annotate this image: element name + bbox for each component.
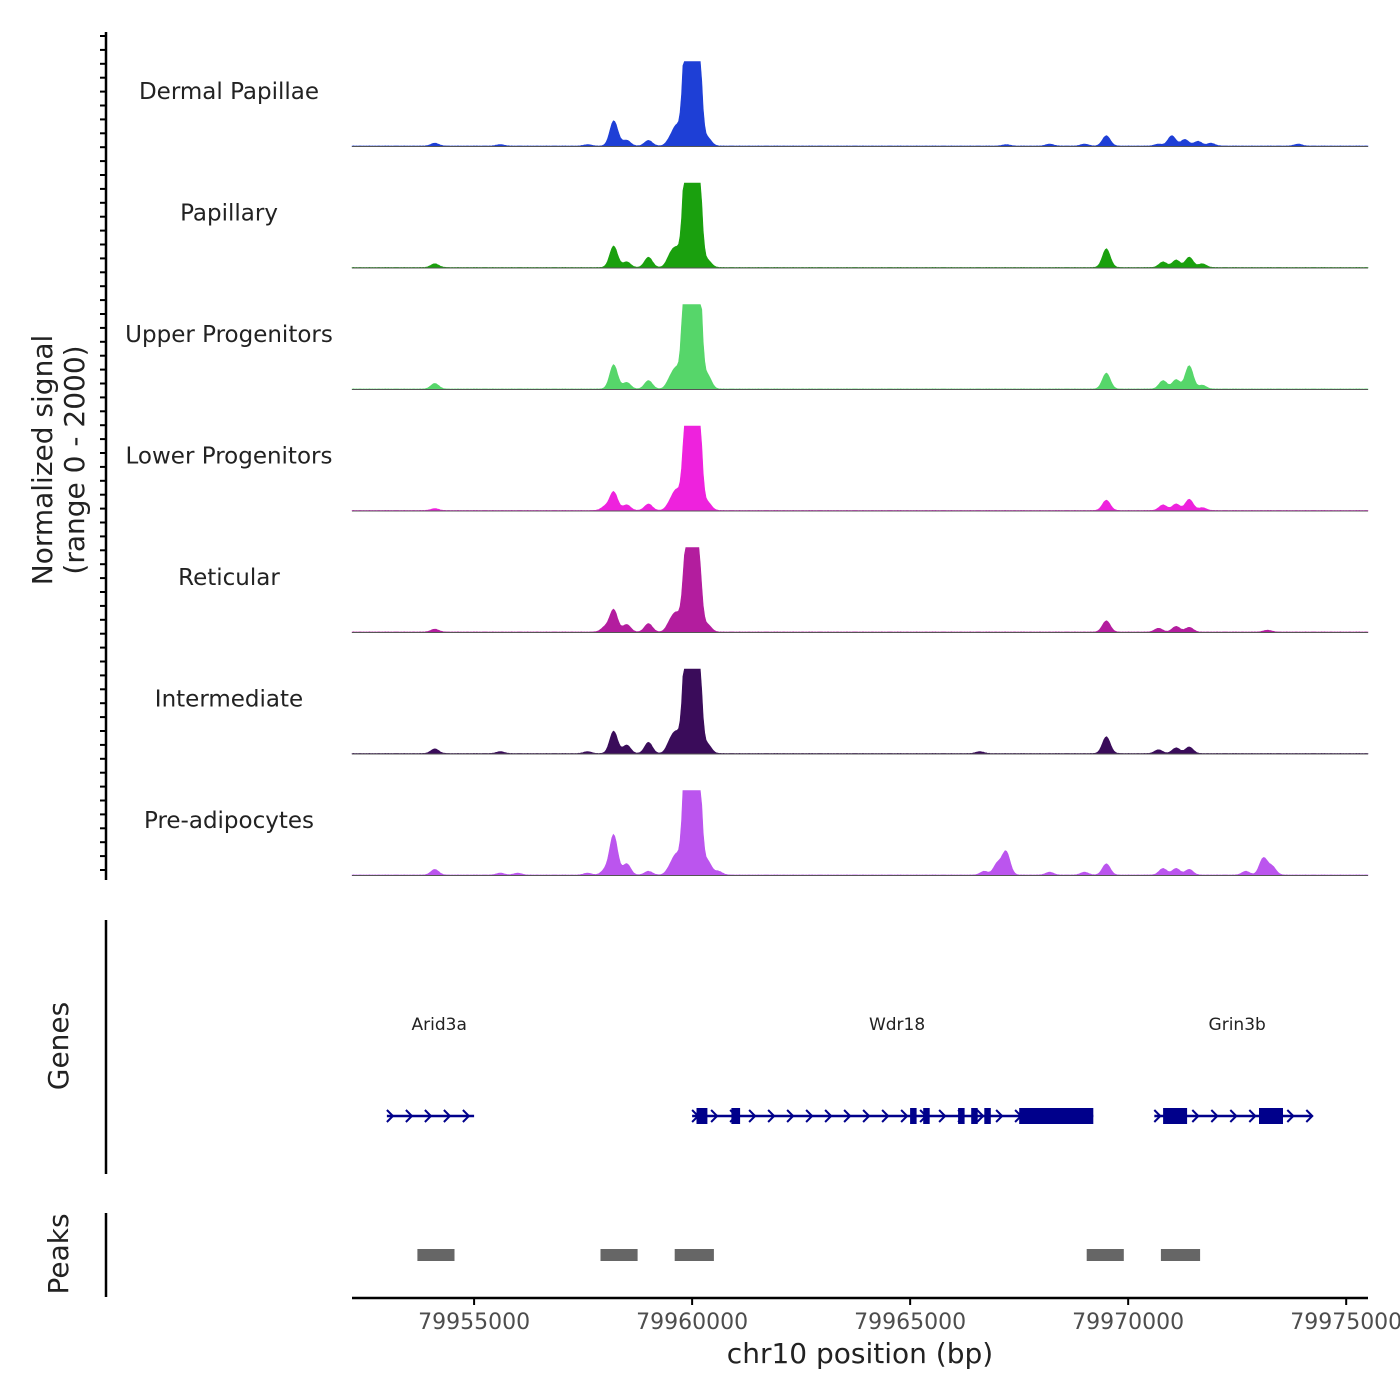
track-label: Dermal Papillae bbox=[139, 79, 319, 105]
strand-arrow bbox=[1248, 1109, 1257, 1123]
x-tick-label: 79975000 bbox=[1290, 1310, 1400, 1335]
strand-arrow bbox=[1210, 1109, 1219, 1123]
strand-arrow bbox=[976, 1109, 985, 1123]
x-tick-label: 79965000 bbox=[854, 1310, 966, 1335]
signal-area bbox=[351, 668, 1369, 755]
signal-area bbox=[351, 790, 1369, 876]
y-axis-label: Normalized signal bbox=[26, 335, 59, 586]
strand-arrow bbox=[767, 1109, 776, 1123]
track-label: Upper Progenitors bbox=[125, 322, 333, 348]
peak-region bbox=[417, 1249, 455, 1261]
peaks-track bbox=[417, 1249, 1201, 1261]
strand-arrow bbox=[710, 1109, 719, 1123]
strand-arrow bbox=[405, 1109, 414, 1123]
x-axis-ticks: 79955000 79960000 79965000 79970000 79975000 bbox=[418, 1298, 1400, 1335]
strand-arrow bbox=[443, 1109, 452, 1123]
strand-arrow bbox=[748, 1109, 757, 1123]
signal-area bbox=[351, 547, 1369, 633]
strand-arrow bbox=[900, 1109, 909, 1123]
strand-arrow bbox=[1229, 1109, 1238, 1123]
strand-arrow bbox=[843, 1109, 852, 1123]
track-1: Papillary bbox=[180, 182, 1369, 269]
track-label: Reticular bbox=[178, 565, 280, 591]
strand-arrow bbox=[862, 1109, 871, 1123]
gene-label: Grin3b bbox=[1209, 1015, 1266, 1035]
signal-area bbox=[351, 182, 1369, 269]
strand-arrow bbox=[386, 1109, 395, 1123]
exon bbox=[696, 1108, 708, 1124]
gene-label: Arid3a bbox=[412, 1015, 467, 1035]
exon bbox=[731, 1108, 741, 1124]
strand-arrow bbox=[995, 1109, 1004, 1123]
track-4: Reticular bbox=[178, 547, 1369, 633]
track-label: Intermediate bbox=[155, 687, 303, 713]
signal-area bbox=[351, 304, 1369, 390]
exon bbox=[1259, 1108, 1283, 1124]
exon bbox=[1019, 1108, 1094, 1124]
track-label: Lower Progenitors bbox=[126, 444, 333, 470]
peak-region bbox=[1086, 1249, 1124, 1261]
strand-arrow bbox=[1191, 1109, 1200, 1123]
signal-area bbox=[351, 425, 1369, 512]
peaks-track-label: Peaks bbox=[42, 1213, 75, 1294]
x-axis-label: chr10 position (bp) bbox=[727, 1337, 993, 1370]
exon bbox=[984, 1108, 991, 1124]
x-tick-label: 79960000 bbox=[636, 1310, 748, 1335]
gene-arid3a: Arid3a bbox=[386, 1015, 475, 1123]
strand-arrow bbox=[805, 1109, 814, 1123]
exon bbox=[923, 1108, 930, 1124]
gene-grin3b: Grin3b bbox=[1153, 1015, 1314, 1124]
gene-label: Wdr18 bbox=[869, 1015, 925, 1035]
strand-arrow bbox=[1305, 1109, 1314, 1123]
track-6: Pre-adipocytes bbox=[144, 790, 1369, 876]
strand-arrow bbox=[462, 1109, 471, 1123]
track-2: Upper Progenitors bbox=[125, 304, 1369, 390]
genes-track-label: Genes bbox=[42, 1002, 75, 1090]
track-label: Papillary bbox=[180, 201, 278, 227]
y-axis-range-label: (range 0 - 2000) bbox=[58, 345, 91, 574]
exon bbox=[1163, 1108, 1188, 1124]
peak-region bbox=[674, 1249, 714, 1261]
strand-arrow bbox=[824, 1109, 833, 1123]
coverage-tracks: Dermal Papillae Papillary Upper Progenitor… bbox=[125, 61, 1369, 876]
exon bbox=[971, 1108, 978, 1124]
x-tick-label: 79970000 bbox=[1072, 1310, 1184, 1335]
peak-region bbox=[1160, 1249, 1201, 1261]
strand-arrow bbox=[938, 1109, 947, 1123]
signal-area bbox=[351, 61, 1369, 147]
strand-arrow bbox=[786, 1109, 795, 1123]
track-label: Pre-adipocytes bbox=[144, 808, 314, 834]
exon bbox=[958, 1108, 965, 1124]
strand-arrow bbox=[881, 1109, 890, 1123]
signal-y-axis-ticks bbox=[100, 35, 106, 871]
genes-track: Arid3a Wdr18 Grin3b bbox=[386, 1015, 1314, 1124]
peak-region bbox=[600, 1249, 638, 1261]
gene-wdr18: Wdr18 bbox=[691, 1015, 1094, 1124]
strand-arrow bbox=[1153, 1109, 1162, 1123]
track-3: Lower Progenitors bbox=[126, 425, 1369, 512]
track-5: Intermediate bbox=[155, 668, 1369, 755]
strand-arrow bbox=[1286, 1109, 1295, 1123]
strand-arrow bbox=[424, 1109, 433, 1123]
track-0: Dermal Papillae bbox=[139, 61, 1369, 147]
exon bbox=[910, 1108, 917, 1124]
x-tick-label: 79955000 bbox=[418, 1310, 530, 1335]
